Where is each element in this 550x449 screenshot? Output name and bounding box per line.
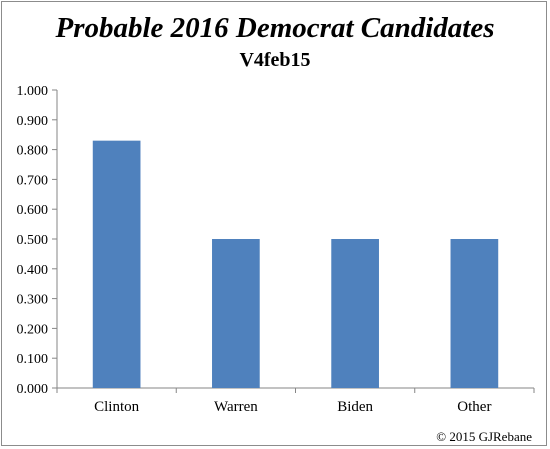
bar-clinton xyxy=(92,140,141,388)
x-category-label: Warren xyxy=(214,399,258,415)
y-tick-label: 0.200 xyxy=(17,322,49,337)
x-category-label: Clinton xyxy=(94,399,140,415)
y-tick-label: 0.600 xyxy=(17,203,49,218)
y-tick-label: 0.800 xyxy=(17,144,49,159)
y-tick-label: 0.500 xyxy=(17,233,49,248)
copyright-note: © 2015 GJRebane xyxy=(436,429,532,444)
x-category-label: Other xyxy=(457,399,491,415)
chart-subtitle: V4feb15 xyxy=(239,49,311,71)
chart-title: Probable 2016 Democrat Candidates xyxy=(55,12,495,44)
y-tick-label: 0.400 xyxy=(17,263,49,278)
y-tick-label: 1.000 xyxy=(17,84,49,99)
y-tick-label: 0.900 xyxy=(17,114,49,129)
y-tick-label: 0.300 xyxy=(17,293,49,308)
y-tick-label: 0.700 xyxy=(17,173,49,188)
bar-other xyxy=(450,239,499,388)
x-category-label: Biden xyxy=(337,399,373,415)
y-tick-label: 0.100 xyxy=(17,352,49,367)
y-tick-label: 0.000 xyxy=(17,382,49,397)
bar-biden xyxy=(331,239,379,388)
bar-warren xyxy=(212,239,260,388)
